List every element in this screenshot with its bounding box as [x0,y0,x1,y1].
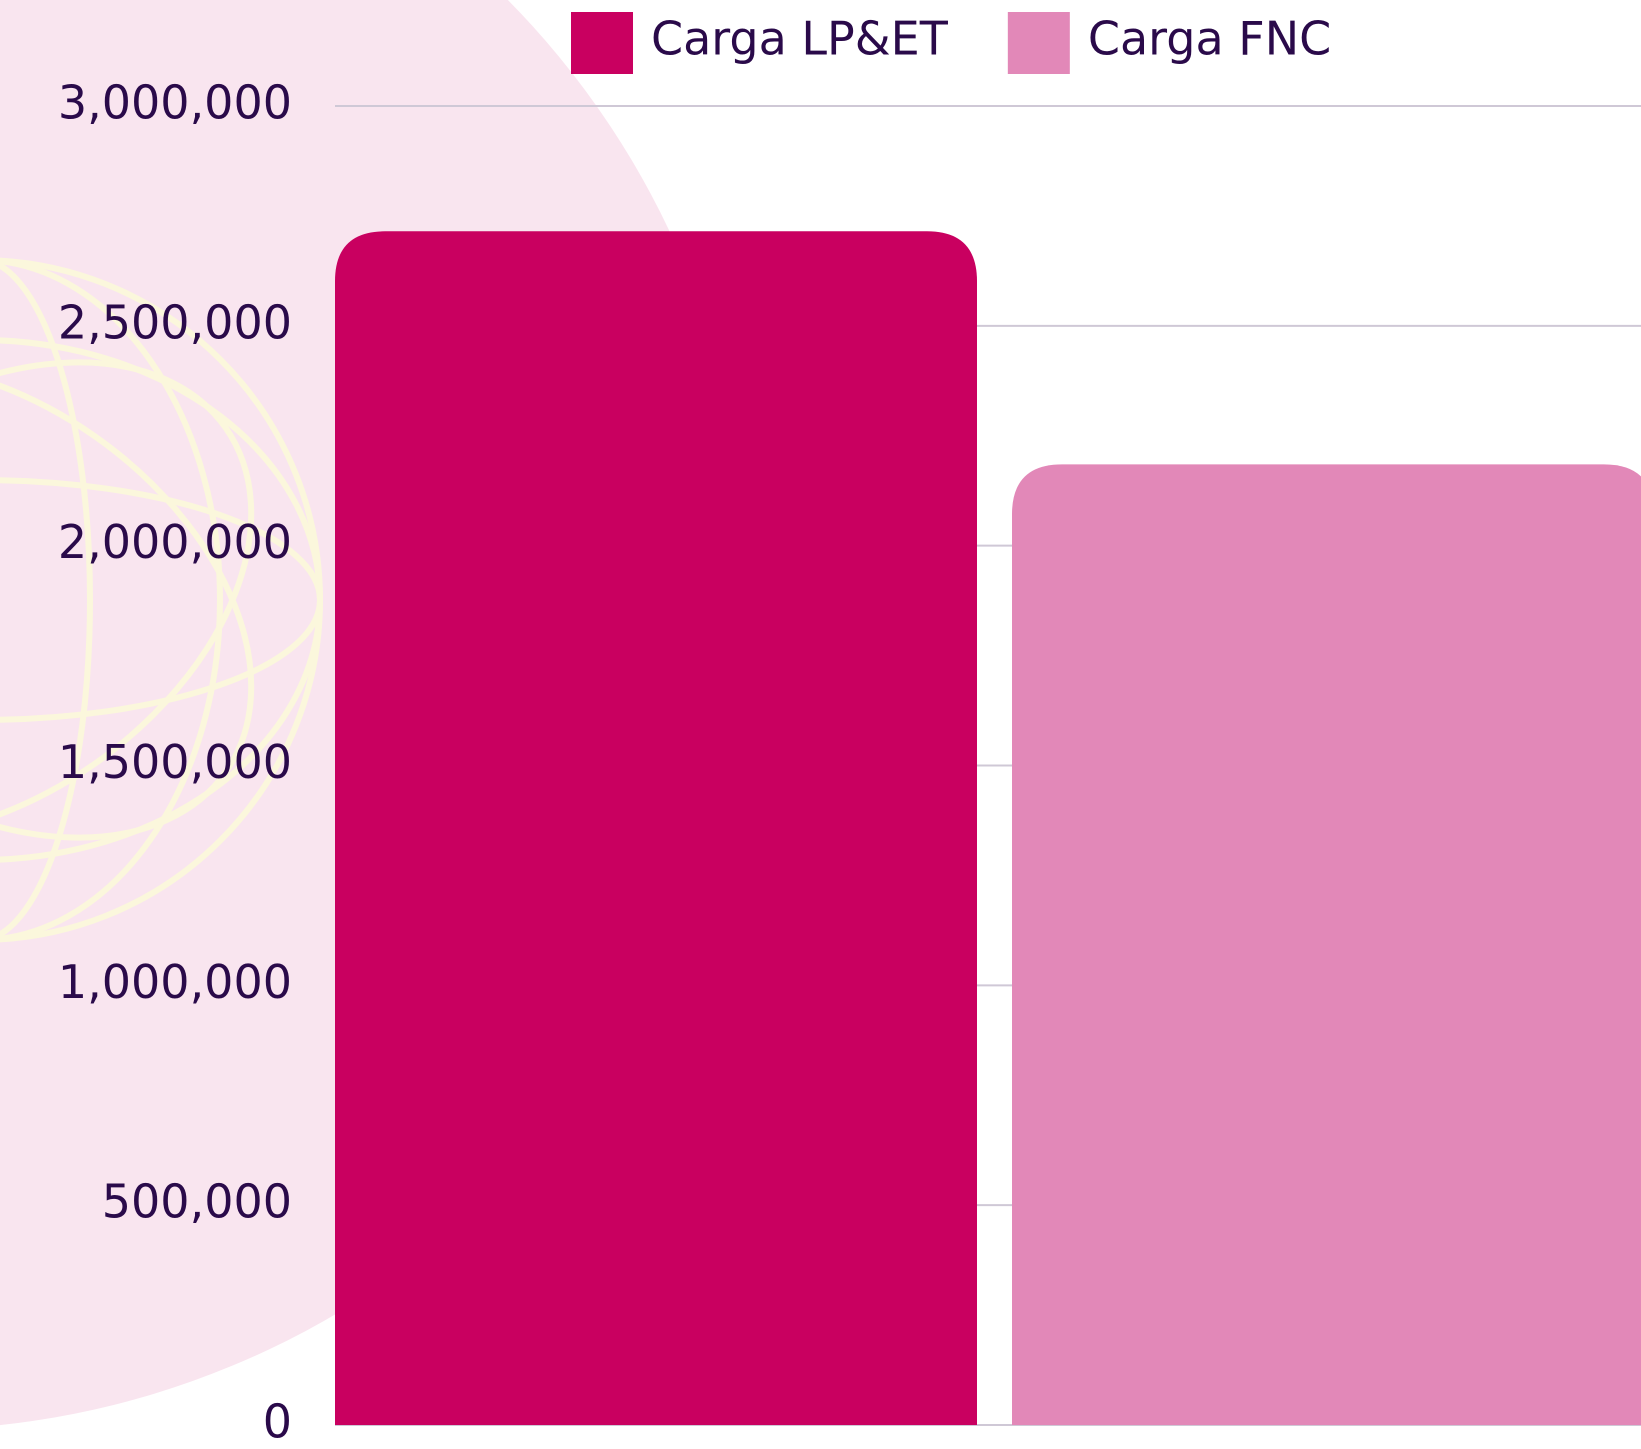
bar [1012,464,1641,1425]
legend-label: Carga FNC [1088,12,1331,66]
y-tick-label: 0 [263,1395,292,1449]
bar [335,231,977,1425]
y-tick-label: 1,000,000 [58,955,292,1009]
y-tick-label: 2,000,000 [58,515,292,569]
y-tick-label: 2,500,000 [58,295,292,349]
y-tick-label: 500,000 [102,1175,292,1229]
page: {"chart_data": {"type": "bar", "categori… [0,0,1641,1449]
legend-swatch [1008,12,1070,74]
legend-label: Carga LP&ET [651,12,949,66]
y-tick-label: 3,000,000 [58,76,292,130]
chart: 0 500,000 1,000,000 1,500,000 2,000,000 2,500… [0,0,1641,1449]
legend: Carga LP&ET Carga FNC [571,12,1331,75]
legend-swatch [571,12,633,74]
y-tick-label: 1,500,000 [58,735,292,789]
